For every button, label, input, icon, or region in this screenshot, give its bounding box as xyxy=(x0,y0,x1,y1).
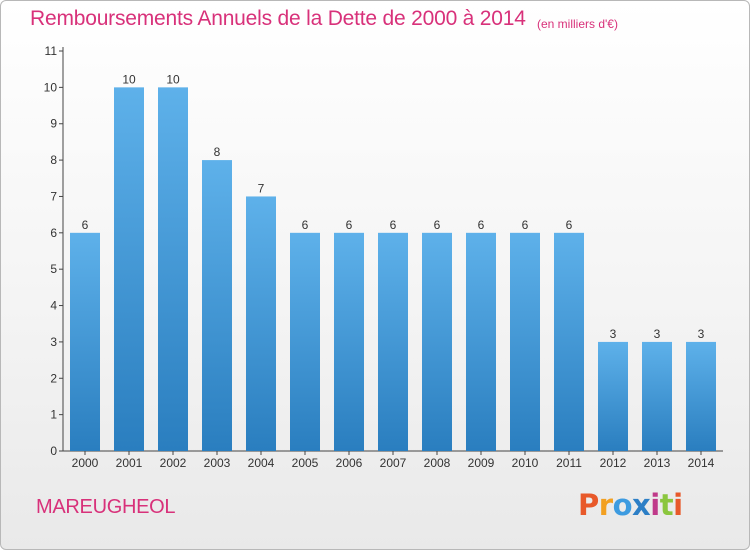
data-label: 3 xyxy=(654,327,661,341)
bar xyxy=(114,87,144,451)
x-tick-label: 2003 xyxy=(204,456,231,470)
x-tick-label: 2011 xyxy=(556,456,582,470)
logo-letter: o xyxy=(612,488,633,522)
bar xyxy=(334,232,364,451)
data-label: 3 xyxy=(610,327,617,341)
x-tick-label: 2006 xyxy=(336,456,363,470)
bar xyxy=(70,232,100,451)
x-tick-label: 2004 xyxy=(248,456,275,470)
bar xyxy=(378,232,408,451)
y-tick-label: 10 xyxy=(44,80,58,94)
x-tick-label: 2001 xyxy=(116,456,143,470)
y-tick-label: 1 xyxy=(50,408,57,422)
logo-letter: i xyxy=(673,488,683,522)
y-tick-label: 8 xyxy=(50,153,57,167)
proxiti-logo[interactable]: Proxiti xyxy=(578,488,683,522)
data-label: 6 xyxy=(522,218,529,232)
y-tick-label: 0 xyxy=(50,444,57,458)
logo-letter: i xyxy=(650,488,660,522)
data-label: 8 xyxy=(214,145,221,159)
bar xyxy=(466,232,496,451)
logo-letter: x xyxy=(632,488,651,522)
data-label: 6 xyxy=(302,218,309,232)
commune-name: MAREUGHEOL xyxy=(36,496,176,518)
x-tick-label: 2012 xyxy=(600,456,627,470)
bar xyxy=(686,341,716,451)
y-tick-label: 3 xyxy=(50,335,57,349)
data-label: 6 xyxy=(82,218,89,232)
y-tick-label: 7 xyxy=(50,189,57,203)
y-tick-label: 4 xyxy=(50,299,57,313)
data-label: 10 xyxy=(122,72,136,86)
logo-letter: P xyxy=(578,488,599,522)
bar xyxy=(290,232,320,451)
data-label: 6 xyxy=(434,218,441,232)
x-tick-label: 2007 xyxy=(380,456,407,470)
unit-note: (en milliers d'€) xyxy=(537,17,618,31)
bar xyxy=(202,160,232,451)
data-label: 10 xyxy=(166,72,180,86)
bar xyxy=(246,196,276,451)
bar xyxy=(510,232,540,451)
data-label: 6 xyxy=(566,218,573,232)
y-tick-label: 9 xyxy=(50,117,57,131)
data-label: 6 xyxy=(390,218,397,232)
bar xyxy=(598,341,628,451)
bar xyxy=(642,341,672,451)
x-tick-label: 2009 xyxy=(468,456,495,470)
y-tick-label: 6 xyxy=(50,226,57,240)
x-tick-label: 2000 xyxy=(72,456,99,470)
bar xyxy=(422,232,452,451)
x-tick-label: 2002 xyxy=(160,456,187,470)
bar xyxy=(554,232,584,451)
bar xyxy=(158,87,188,451)
y-tick-label: 11 xyxy=(45,44,58,58)
logo-letter: t xyxy=(659,488,674,522)
x-tick-label: 2008 xyxy=(424,456,451,470)
data-label: 7 xyxy=(258,181,265,195)
x-tick-label: 2013 xyxy=(644,456,671,470)
x-tick-label: 2005 xyxy=(292,456,319,470)
x-tick-label: 2010 xyxy=(512,456,539,470)
x-tick-label: 2014 xyxy=(688,456,715,470)
data-label: 6 xyxy=(346,218,353,232)
y-tick-label: 2 xyxy=(50,371,57,385)
chart-title: Remboursements Annuels de la Dette de 20… xyxy=(30,7,526,30)
data-label: 3 xyxy=(698,327,705,341)
data-label: 6 xyxy=(478,218,485,232)
logo-letter: r xyxy=(598,488,613,522)
y-tick-label: 5 xyxy=(50,262,57,276)
